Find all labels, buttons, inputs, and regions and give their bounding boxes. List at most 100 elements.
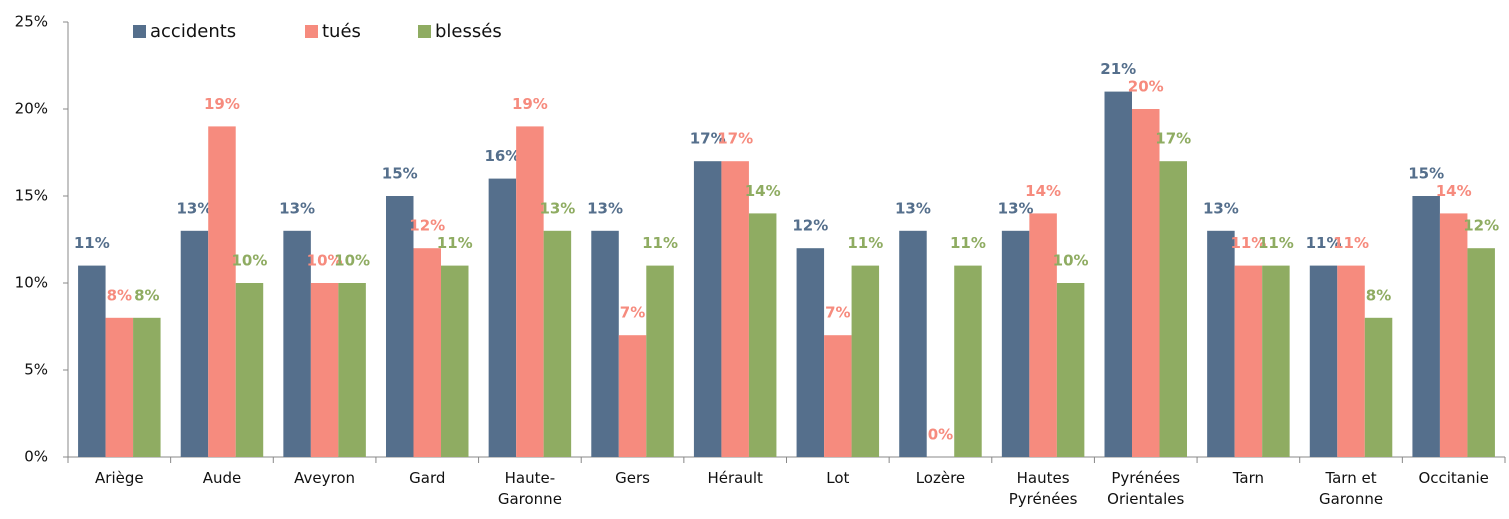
bar bbox=[851, 265, 880, 457]
legend-swatch bbox=[133, 25, 146, 38]
bar bbox=[954, 265, 982, 457]
legend-swatch bbox=[418, 25, 431, 38]
bar bbox=[618, 335, 647, 457]
data-label: 20% bbox=[1128, 78, 1164, 96]
bar bbox=[796, 248, 825, 457]
legend-swatch bbox=[305, 25, 318, 38]
data-label: 17% bbox=[717, 130, 753, 148]
data-label: 12% bbox=[792, 217, 828, 235]
data-label: 11% bbox=[437, 234, 473, 252]
data-label: 11% bbox=[1306, 234, 1342, 252]
bar bbox=[646, 265, 674, 457]
data-label: 11% bbox=[1333, 234, 1369, 252]
x-tick-label: Hautes Pyrénées bbox=[1008, 469, 1078, 508]
data-label: 19% bbox=[204, 95, 240, 113]
data-label: 11% bbox=[1230, 234, 1266, 252]
y-tick-label: 15% bbox=[15, 187, 48, 205]
bar bbox=[133, 317, 161, 457]
bar bbox=[1029, 213, 1057, 457]
data-label: 12% bbox=[1463, 217, 1499, 235]
data-label: 11% bbox=[642, 234, 678, 252]
data-label: 13% bbox=[539, 199, 575, 217]
bar bbox=[1309, 265, 1338, 457]
bar bbox=[105, 317, 134, 457]
bar bbox=[516, 126, 544, 458]
bar bbox=[1132, 109, 1160, 457]
x-tick-label: Occitanie bbox=[1418, 469, 1489, 487]
data-label: 13% bbox=[279, 199, 315, 217]
x-tick-label: Tarn bbox=[1232, 469, 1265, 487]
data-label: 14% bbox=[1025, 182, 1061, 200]
bar bbox=[208, 126, 236, 458]
bar bbox=[1104, 91, 1132, 457]
x-tick-label: Aude bbox=[202, 469, 242, 487]
data-label: 15% bbox=[1408, 165, 1444, 183]
bar bbox=[899, 230, 927, 457]
bar bbox=[386, 196, 414, 457]
x-tick-label: Gard bbox=[409, 469, 446, 487]
data-label: 7% bbox=[825, 304, 850, 322]
bar bbox=[591, 230, 619, 457]
bar bbox=[1056, 283, 1085, 457]
data-label: 0% bbox=[928, 426, 953, 444]
bar bbox=[180, 230, 209, 457]
data-label: 10% bbox=[1053, 252, 1089, 270]
data-label: 14% bbox=[745, 182, 781, 200]
bar bbox=[1234, 265, 1263, 457]
data-label: 11% bbox=[950, 234, 986, 252]
bar bbox=[235, 283, 264, 457]
bar bbox=[283, 230, 311, 457]
data-label: 7% bbox=[620, 304, 645, 322]
data-label: 11% bbox=[847, 234, 883, 252]
bar bbox=[1412, 196, 1440, 457]
data-label: 8% bbox=[134, 286, 159, 304]
data-label: 14% bbox=[1436, 182, 1472, 200]
data-label: 13% bbox=[587, 199, 623, 217]
legend-label: blessés bbox=[435, 21, 502, 42]
data-label: 13% bbox=[177, 199, 213, 217]
y-tick-label: 0% bbox=[24, 448, 48, 466]
legend-label: accidents bbox=[150, 21, 236, 42]
data-label: 13% bbox=[895, 199, 931, 217]
x-tick-label: Ariège bbox=[95, 469, 144, 487]
x-tick-label: Haute-Garonne bbox=[497, 469, 562, 508]
data-label: 10% bbox=[232, 252, 268, 270]
data-label: 17% bbox=[1155, 130, 1191, 148]
y-tick-label: 5% bbox=[24, 361, 48, 379]
bar bbox=[78, 265, 106, 457]
data-label: 19% bbox=[512, 95, 548, 113]
data-label: 13% bbox=[998, 199, 1034, 217]
x-tick-label: Lozère bbox=[915, 469, 966, 487]
x-tick-label: Hérault bbox=[707, 469, 763, 487]
data-label: 15% bbox=[382, 165, 418, 183]
data-label: 10% bbox=[307, 252, 343, 270]
data-label: 8% bbox=[107, 286, 132, 304]
x-tick-label: Gers bbox=[615, 469, 650, 487]
bar bbox=[824, 335, 852, 457]
y-tick-label: 10% bbox=[15, 274, 48, 292]
bar bbox=[721, 161, 749, 457]
bar bbox=[488, 178, 517, 457]
data-label: 11% bbox=[1258, 234, 1294, 252]
y-tick-label: 25% bbox=[15, 13, 48, 31]
bar bbox=[543, 230, 572, 457]
bar bbox=[338, 283, 366, 457]
data-label: 16% bbox=[484, 147, 520, 165]
bar bbox=[1467, 248, 1495, 457]
x-tick-label: Aveyron bbox=[294, 469, 356, 487]
x-tick-label: Pyrénées Orientales bbox=[1107, 469, 1185, 508]
bar bbox=[1207, 230, 1235, 457]
x-tick-label: Tarn et Garonne bbox=[1318, 469, 1384, 508]
bar bbox=[1364, 317, 1393, 457]
y-tick-label: 20% bbox=[15, 100, 48, 118]
x-tick-label: Lot bbox=[826, 469, 850, 487]
bar bbox=[1439, 213, 1468, 457]
bar bbox=[1159, 161, 1187, 457]
bar bbox=[310, 283, 339, 457]
data-label: 12% bbox=[409, 217, 445, 235]
data-label: 17% bbox=[690, 130, 726, 148]
bar bbox=[1337, 265, 1365, 457]
legend-label: tués bbox=[322, 21, 361, 42]
